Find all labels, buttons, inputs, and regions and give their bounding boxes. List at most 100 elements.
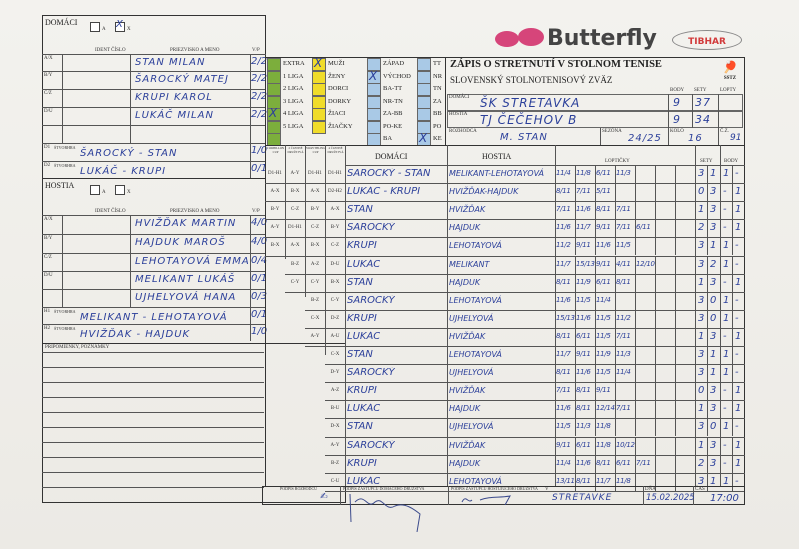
category-checkbox[interactable]	[267, 83, 281, 96]
sets-won[interactable]: 1	[698, 439, 706, 451]
sets-won[interactable]: 3	[698, 349, 706, 360]
away-player[interactable]: LEHOTAYOVÁ	[449, 476, 502, 486]
set-score[interactable]: 11/5	[556, 422, 571, 431]
away-option-x-checkbox[interactable]	[115, 185, 125, 195]
set-score[interactable]: 8/11	[596, 205, 611, 214]
player-name[interactable]: ŠAROCKÝ MATEJ	[135, 74, 229, 85]
set-score[interactable]: 6/11	[576, 440, 591, 449]
sets-won[interactable]: 3	[710, 204, 718, 216]
set-score[interactable]: 7/11	[616, 331, 631, 340]
sets-won[interactable]: 0	[698, 186, 706, 198]
match-point[interactable]: 1	[723, 475, 731, 487]
set-score[interactable]: 5/11	[596, 187, 611, 196]
win-loss-value[interactable]: 0/1	[251, 309, 268, 320]
win-loss-value[interactable]: 0/3	[251, 291, 268, 302]
set-score[interactable]: 11/7	[596, 476, 611, 485]
away-player[interactable]: LEHOTAYOVÁ	[449, 295, 502, 305]
match-point[interactable]: -	[723, 439, 728, 451]
match-point[interactable]: 1	[723, 349, 731, 360]
win-loss-value[interactable]: 4/0	[251, 217, 268, 228]
set-score[interactable]: 8/11	[576, 476, 591, 485]
home-player[interactable]: ŠAROCKÝ	[347, 439, 395, 451]
season-value[interactable]: 24/25	[628, 133, 662, 144]
match-point[interactable]: -	[735, 421, 740, 433]
match-point[interactable]: 1	[735, 439, 743, 451]
category-checkbox[interactable]	[417, 83, 431, 96]
sets-won[interactable]: 0	[710, 312, 718, 324]
set-score[interactable]: 11/8	[596, 440, 611, 449]
match-point[interactable]: -	[723, 276, 728, 288]
away-player[interactable]: HAJDUK	[449, 277, 481, 287]
match-point[interactable]: -	[735, 475, 740, 487]
set-score[interactable]: 8/11	[556, 277, 571, 286]
away-player[interactable]: HVIŽĎAK	[449, 205, 486, 215]
set-score[interactable]: 11/4	[556, 458, 571, 467]
set-score[interactable]: 7/11	[636, 458, 651, 467]
sets-won[interactable]: 3	[710, 330, 718, 342]
player-name[interactable]: LEHOTAYOVÁ EMMA	[135, 256, 250, 267]
home-player[interactable]: STAN	[347, 349, 373, 360]
away-player[interactable]: HVIŽĎAK	[449, 331, 486, 341]
match-point[interactable]: -	[723, 330, 728, 342]
set-score[interactable]: 11/5	[576, 295, 591, 304]
match-point[interactable]: 1	[723, 168, 731, 179]
set-score[interactable]: 11/4	[556, 169, 571, 177]
match-point[interactable]: -	[723, 385, 728, 397]
sets-won[interactable]: 3	[710, 222, 718, 234]
set-score[interactable]: 11/6	[576, 368, 591, 377]
away-player[interactable]: LEHOTAYOVÁ	[449, 241, 502, 251]
set-score[interactable]: 9/11	[596, 223, 611, 232]
set-score[interactable]: 8/11	[556, 331, 571, 340]
away-player[interactable]: LEHOTAYOVÁ	[449, 350, 502, 359]
sets-won[interactable]: 1	[698, 330, 706, 342]
home-team-name[interactable]: ŠK STRETAVKA	[480, 96, 581, 110]
sets-won[interactable]: 1	[698, 204, 706, 216]
set-score[interactable]: 11/6	[556, 295, 571, 304]
sets-won[interactable]: 1	[698, 276, 706, 288]
set-score[interactable]: 11/6	[576, 313, 591, 322]
win-loss-value[interactable]: 0/1	[251, 163, 268, 174]
sets-won[interactable]: 1	[710, 168, 718, 179]
sets-won[interactable]: 3	[710, 385, 718, 397]
sets-won[interactable]: 3	[710, 276, 718, 288]
home-player[interactable]: STAN	[347, 421, 373, 433]
win-loss-value[interactable]: 2/2	[251, 109, 268, 120]
category-checkbox[interactable]	[312, 120, 326, 134]
match-point[interactable]: -	[735, 240, 740, 252]
set-score[interactable]: 11/2	[616, 313, 631, 322]
set-score[interactable]: 11/6	[576, 458, 591, 467]
sets-won[interactable]: 3	[698, 421, 706, 433]
set-score[interactable]: 9/11	[596, 386, 611, 395]
player-name[interactable]: STAN MILAN	[135, 57, 206, 68]
match-point[interactable]: 1	[723, 367, 731, 379]
player-name[interactable]: KRUPI KAROL	[135, 92, 213, 103]
category-checkbox[interactable]	[417, 95, 431, 109]
place-value[interactable]: STRETAVKE	[552, 493, 613, 503]
home-player[interactable]: KRUPI	[347, 312, 377, 324]
home-player[interactable]: ŠAROCKÝ - STAN	[347, 168, 431, 179]
set-score[interactable]: 9/11	[596, 259, 611, 268]
category-checkbox[interactable]	[417, 108, 431, 121]
set-score[interactable]: 11/2	[556, 241, 571, 250]
set-score[interactable]: 9/11	[576, 241, 591, 250]
set-score[interactable]: 12/10	[636, 259, 655, 268]
match-point[interactable]: 1	[735, 385, 743, 397]
category-checkbox[interactable]	[312, 95, 326, 109]
home-player[interactable]: KRUPI	[347, 240, 377, 252]
home-player[interactable]: LUKÁČ	[347, 403, 381, 415]
home-option-x-checkbox[interactable]: X	[115, 19, 125, 32]
home-player[interactable]: ŠAROCKÝ	[347, 294, 395, 306]
set-score[interactable]: 11/8	[576, 169, 591, 177]
set-score[interactable]: 13/11	[556, 476, 575, 485]
category-checkbox[interactable]	[367, 120, 381, 134]
match-point[interactable]: -	[735, 312, 740, 324]
match-point[interactable]: -	[723, 403, 728, 415]
sets-won[interactable]: 1	[710, 475, 718, 487]
set-score[interactable]: 7/11	[616, 205, 631, 214]
sets-won[interactable]: 3	[698, 258, 706, 270]
set-score[interactable]: 11/4	[616, 368, 631, 377]
player-name[interactable]: HVIŽĎAK MARTIN	[135, 218, 237, 229]
set-score[interactable]: 11/5	[616, 241, 631, 250]
win-loss-value[interactable]: 2/2	[251, 91, 268, 102]
sets-won[interactable]: 2	[698, 457, 706, 469]
